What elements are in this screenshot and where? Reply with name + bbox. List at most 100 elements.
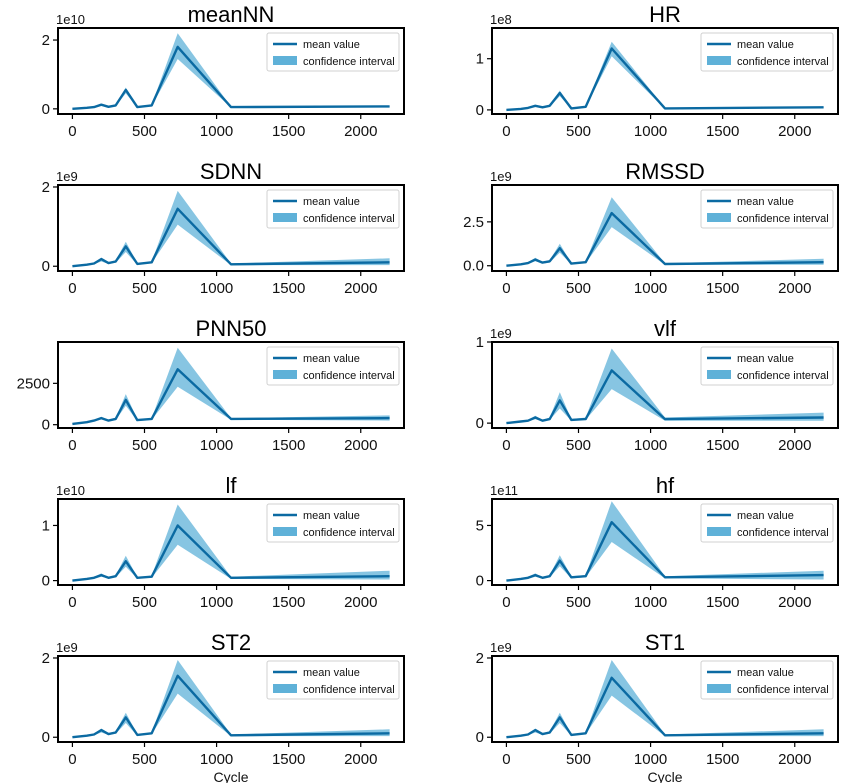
legend-box	[266, 346, 400, 386]
legend-mean-label: mean value	[303, 196, 360, 208]
plot-frame	[57, 184, 405, 272]
y-exponent-label: 1e9	[490, 640, 512, 655]
y-tick-label: 5	[476, 517, 484, 534]
legend-ci-swatch	[273, 213, 297, 222]
x-tick-label: 1000	[200, 123, 233, 140]
x-tick-label: 1500	[272, 123, 305, 140]
x-tick-label: 1500	[706, 123, 739, 140]
chart-title: meanNN	[188, 2, 275, 27]
x-tick-label: 500	[566, 280, 591, 297]
legend-box	[266, 32, 400, 72]
x-axis-label: Cycle	[647, 769, 682, 783]
confidence-interval-band	[506, 501, 824, 581]
mean-value-line	[506, 369, 824, 425]
legend: mean value confidence interval	[266, 660, 400, 700]
x-tick-label: 1500	[706, 594, 739, 611]
x-tick-label: 500	[132, 280, 157, 297]
confidence-interval-band	[72, 347, 390, 424]
legend-mean-label: mean value	[737, 39, 794, 51]
legend-ci-swatch	[273, 370, 297, 379]
mean-value-line	[72, 524, 390, 582]
legend-mean-label: mean value	[737, 667, 794, 679]
legend-ci-label: confidence interval	[737, 213, 829, 225]
x-tick-label: 2000	[344, 280, 377, 297]
legend-ci-label: confidence interval	[737, 56, 829, 68]
mean-value-line	[506, 676, 824, 739]
x-tick-label: 500	[566, 594, 591, 611]
mean-value-line	[72, 45, 390, 110]
x-tick-label: 500	[132, 437, 157, 454]
legend: mean value confidence interval	[266, 189, 400, 229]
y-tick-label: 0	[42, 729, 50, 746]
x-tick-label: 1500	[272, 280, 305, 297]
legend-ci-label: confidence interval	[737, 370, 829, 382]
mean-value-line	[506, 211, 824, 267]
x-tick-label: 500	[132, 123, 157, 140]
y-tick-label: 0	[42, 258, 50, 275]
plot-frame	[57, 27, 405, 115]
chart-panel-vlf: vlf 1e9 0 500 1000 1500 2000 0 1 mean value confid…	[476, 316, 839, 454]
legend-ci-label: confidence interval	[303, 684, 395, 696]
y-tick-label: 2.5	[463, 214, 484, 231]
y-exponent-label: 1e9	[490, 326, 512, 341]
y-tick-label: 1	[476, 334, 484, 351]
chart-panel-st2: ST2 1e9 0 500 1000 1500 2000 0 2 mean value confid…	[42, 630, 405, 783]
chart-panel-lf: lf 1e10 0 500 1000 1500 2000 0 1 mean value confid…	[42, 473, 405, 611]
x-tick-label: 0	[502, 280, 510, 297]
legend-ci-swatch	[273, 684, 297, 693]
x-tick-label: 0	[68, 594, 76, 611]
y-exponent-label: 1e8	[490, 12, 512, 27]
confidence-interval-band	[506, 348, 824, 424]
legend-ci-label: confidence interval	[303, 213, 395, 225]
x-tick-label: 1000	[634, 594, 667, 611]
chart-title: HR	[649, 2, 681, 27]
plot-frame	[57, 498, 405, 586]
x-tick-label: 1500	[706, 437, 739, 454]
x-tick-label: 0	[502, 751, 510, 768]
mean-value-line	[506, 521, 824, 582]
chart-title: hf	[656, 473, 675, 498]
x-tick-label: 1500	[272, 437, 305, 454]
legend: mean value confidence interval	[700, 32, 834, 72]
x-tick-label: 2000	[344, 123, 377, 140]
legend-box	[700, 346, 834, 386]
x-tick-label: 500	[566, 437, 591, 454]
legend-ci-swatch	[707, 213, 731, 222]
y-exponent-label: 1e9	[56, 169, 78, 184]
legend-ci-swatch	[273, 527, 297, 536]
chart-panel-meannn: meanNN 1e10 0 500 1000 1500 2000 0 2 mean value co…	[42, 2, 405, 140]
x-tick-label: 0	[68, 123, 76, 140]
chart-panel-hf: hf 1e11 0 500 1000 1500 2000 0 5 mean value confid…	[476, 473, 839, 611]
legend-mean-label: mean value	[303, 39, 360, 51]
x-tick-label: 2000	[344, 594, 377, 611]
chart-title: PNN50	[196, 316, 267, 341]
legend-mean-label: mean value	[737, 353, 794, 365]
y-tick-label: 0	[42, 101, 50, 118]
x-tick-label: 1000	[200, 594, 233, 611]
y-exponent-label: 1e10	[56, 12, 85, 27]
legend-box	[266, 660, 400, 700]
legend-ci-label: confidence interval	[303, 370, 395, 382]
y-exponent-label: 1e9	[56, 640, 78, 655]
chart-panel-st1: ST1 1e9 0 500 1000 1500 2000 0 2 mean value confid…	[476, 630, 839, 783]
y-exponent-label: 1e11	[490, 483, 518, 498]
x-tick-label: 2000	[778, 594, 811, 611]
legend-ci-swatch	[707, 370, 731, 379]
x-tick-label: 0	[502, 437, 510, 454]
chart-panel-sdnn: SDNN 1e9 0 500 1000 1500 2000 0 2 mean value confi…	[42, 159, 405, 297]
y-tick-label: 1	[476, 51, 484, 68]
mean-value-line	[506, 47, 824, 112]
x-tick-label: 2000	[778, 751, 811, 768]
x-tick-label: 0	[68, 437, 76, 454]
x-tick-label: 1000	[634, 751, 667, 768]
mean-value-line	[72, 368, 390, 426]
x-tick-label: 500	[566, 751, 591, 768]
y-tick-label: 0	[42, 417, 50, 434]
plot-frame	[57, 655, 405, 743]
legend-box	[700, 503, 834, 543]
legend-mean-label: mean value	[737, 196, 794, 208]
y-exponent-label: 1e9	[490, 169, 512, 184]
x-tick-label: 500	[566, 123, 591, 140]
plot-frame	[57, 341, 405, 429]
